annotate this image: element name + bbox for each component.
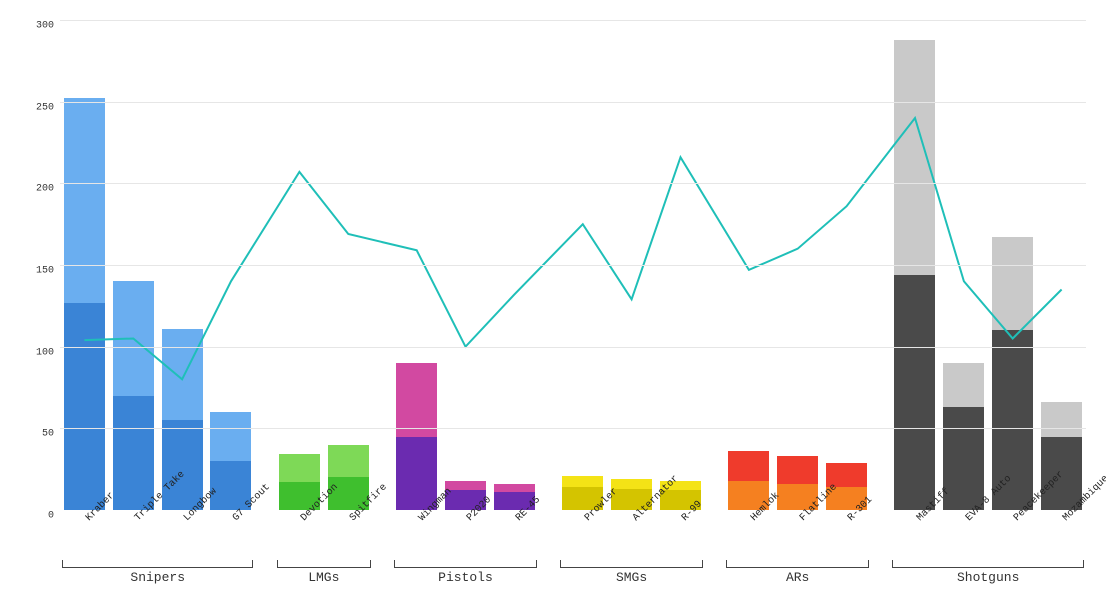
- bar-inner: [64, 303, 105, 510]
- x-label: Spitfire: [324, 510, 373, 550]
- x-label: Mastiff: [890, 510, 939, 550]
- category-label: ARs: [724, 570, 871, 585]
- gridline: [60, 20, 1086, 21]
- bar-slot: [392, 363, 441, 510]
- bar-outer: [992, 237, 1033, 510]
- bar-slot: [988, 237, 1037, 510]
- x-label: G7 Scout: [207, 510, 256, 550]
- plot-area: [60, 20, 1086, 510]
- x-label: Wingman: [392, 510, 441, 550]
- y-tick: 200: [20, 184, 54, 195]
- y-tick: 100: [20, 347, 54, 358]
- bar-outer: [64, 98, 105, 510]
- category: Pistols: [392, 560, 539, 590]
- gridline: [60, 347, 1086, 348]
- x-label: Longbow: [158, 510, 207, 550]
- gridline: [60, 183, 1086, 184]
- x-label: Kraber: [60, 510, 109, 550]
- category-bracket: [394, 560, 537, 568]
- bar-group: [890, 40, 1085, 510]
- bar-group: [558, 476, 705, 510]
- category: Shotguns: [890, 560, 1085, 590]
- y-axis: 050100150200250300: [20, 20, 60, 510]
- y-tick: 50: [20, 429, 54, 440]
- y-tick: 150: [20, 266, 54, 277]
- bar-inner: [396, 437, 437, 511]
- bar-slot: [60, 98, 109, 510]
- category-label: Shotguns: [890, 570, 1085, 585]
- x-label: Flatline: [773, 510, 822, 550]
- bar-group: [724, 451, 871, 510]
- x-label: Triple Take: [109, 510, 158, 550]
- x-axis-labels: KraberTriple TakeLongbowG7 Scout Devotion…: [60, 510, 1086, 550]
- x-label: RE-45: [490, 510, 539, 550]
- x-label: Alternator: [607, 510, 656, 550]
- y-tick: 0: [20, 511, 54, 522]
- category-label: LMGs: [275, 570, 373, 585]
- x-label: Peacekeeper: [988, 510, 1037, 550]
- category-bracket: [62, 560, 253, 568]
- bar-inner: [894, 275, 935, 510]
- category-bracket: [560, 560, 703, 568]
- bar-outer: [943, 363, 984, 510]
- bar-outer: [396, 363, 437, 510]
- bar-outer: [113, 281, 154, 510]
- bar-inner: [113, 396, 154, 510]
- category: LMGs: [275, 560, 373, 590]
- category-label: SMGs: [558, 570, 705, 585]
- gridline: [60, 102, 1086, 103]
- category-label: Pistols: [392, 570, 539, 585]
- bar-outer: [894, 40, 935, 510]
- bar-group: [392, 363, 539, 510]
- category: ARs: [724, 560, 871, 590]
- x-label: Prowler: [558, 510, 607, 550]
- gridline: [60, 265, 1086, 266]
- x-label: EVA-8 Auto: [939, 510, 988, 550]
- y-tick: 300: [20, 21, 54, 32]
- category-label: Snipers: [60, 570, 255, 585]
- x-label: Hemlok: [724, 510, 773, 550]
- y-tick: 250: [20, 102, 54, 113]
- bar-slot: [109, 281, 158, 510]
- x-label: Devotion: [275, 510, 324, 550]
- gridline: [60, 428, 1086, 429]
- bar-group: [60, 98, 255, 510]
- bar-slot: [890, 40, 939, 510]
- category-bracket: [892, 560, 1083, 568]
- category: SMGs: [558, 560, 705, 590]
- category: Snipers: [60, 560, 255, 590]
- chart: 0 50 100 150 200 250 300 KraberTriple TakeLong…: [20, 20, 1086, 590]
- category-brackets: Snipers LMGs Pistols SMGs ARs Shotguns: [60, 560, 1086, 590]
- x-label: Mozambique: [1037, 510, 1086, 550]
- x-label: R-99: [656, 510, 705, 550]
- x-label: P2020: [441, 510, 490, 550]
- x-label: R-301: [822, 510, 871, 550]
- category-bracket: [726, 560, 869, 568]
- category-bracket: [277, 560, 371, 568]
